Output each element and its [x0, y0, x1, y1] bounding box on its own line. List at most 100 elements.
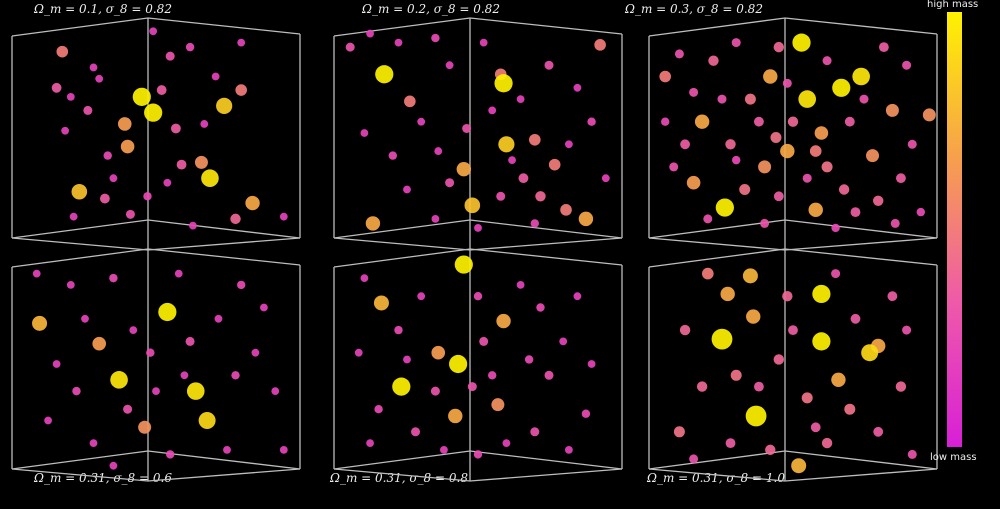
halo-point	[498, 136, 515, 153]
halo-point	[578, 211, 594, 227]
halo-point	[745, 405, 767, 427]
halo-point	[185, 336, 195, 346]
halo-point	[373, 295, 389, 311]
halo-point	[564, 445, 573, 454]
halo-point	[95, 74, 104, 83]
halo-point	[725, 438, 736, 448]
halo-point	[146, 348, 155, 357]
box-edge	[147, 248, 301, 266]
halo-point	[117, 117, 132, 131]
halo-point	[831, 223, 840, 233]
halo-point	[773, 191, 784, 202]
halo-point	[765, 444, 776, 456]
box-edge	[648, 237, 786, 251]
halo-point	[535, 191, 546, 202]
halo-point	[802, 173, 812, 183]
halo-point	[746, 309, 761, 324]
halo-point	[417, 292, 426, 301]
halo-point	[758, 160, 772, 174]
halo-point	[587, 117, 596, 126]
box-edge	[469, 219, 623, 239]
halo-point	[788, 325, 798, 335]
halo-point	[536, 303, 545, 312]
halo-point	[573, 83, 582, 92]
halo-point	[223, 445, 231, 454]
halo-point	[885, 103, 899, 117]
box-edge	[333, 17, 471, 37]
halo-point	[194, 155, 208, 169]
halo-point	[163, 178, 172, 187]
halo-point	[129, 326, 138, 334]
halo-point	[696, 381, 708, 392]
scatter-panel: Ω_m = 0.31, σ_8 = 0.8	[322, 245, 623, 485]
halo-point	[92, 336, 106, 351]
halo-point	[661, 117, 670, 126]
halo-point	[430, 386, 440, 396]
halo-point	[394, 38, 403, 47]
halo-point	[711, 328, 733, 350]
halo-point	[516, 281, 525, 289]
halo-point	[245, 195, 260, 211]
halo-point	[56, 45, 69, 58]
box-edge	[333, 468, 471, 482]
halo-point	[152, 387, 160, 396]
panel-title: Ω_m = 0.2, σ_8 = 0.82	[362, 2, 500, 16]
halo-point	[812, 284, 831, 304]
box-edge	[648, 468, 786, 482]
box-edge	[784, 450, 938, 470]
colorbar-top-label: high mass	[927, 0, 979, 10]
halo-point	[81, 314, 89, 323]
halo-point	[440, 445, 448, 454]
halo-point	[508, 156, 516, 165]
halo-point	[850, 313, 861, 324]
halo-point	[237, 280, 246, 290]
halo-point	[502, 439, 511, 447]
halo-point	[66, 281, 75, 289]
halo-point	[103, 151, 112, 160]
box-edge	[784, 237, 938, 251]
halo-point	[674, 49, 684, 59]
halo-point	[231, 371, 240, 380]
halo-point	[780, 143, 795, 159]
halo-point	[895, 381, 907, 392]
halo-point	[754, 116, 764, 127]
box-edge	[784, 219, 938, 239]
halo-point	[456, 161, 471, 177]
halo-point	[573, 292, 582, 301]
box-edge	[147, 468, 301, 482]
halo-point	[149, 27, 158, 36]
halo-point	[488, 371, 497, 380]
halo-point	[518, 173, 529, 184]
box-edge	[784, 468, 938, 482]
halo-point	[454, 255, 473, 274]
halo-point	[201, 169, 219, 187]
halo-point	[66, 92, 75, 101]
halo-point	[822, 56, 832, 66]
halo-point	[366, 29, 374, 38]
halo-point	[744, 93, 756, 105]
halo-point	[366, 439, 374, 447]
halo-point	[403, 355, 411, 364]
halo-point	[464, 197, 481, 214]
scatter-panel: Ω_m = 0.3, σ_8 = 0.82	[625, 2, 938, 254]
halo-point	[896, 173, 906, 184]
halo-point	[52, 360, 61, 368]
halo-point	[165, 51, 175, 61]
halo-point	[732, 155, 741, 165]
halo-point	[763, 69, 778, 84]
halo-point	[689, 454, 699, 464]
panel-title: Ω_m = 0.1, σ_8 = 0.82	[34, 2, 172, 16]
halo-point	[473, 450, 483, 459]
halo-point	[388, 151, 397, 160]
halo-point	[798, 90, 816, 108]
halo-point	[866, 149, 880, 163]
halo-point	[120, 139, 135, 154]
halo-point	[844, 403, 856, 415]
halo-point	[720, 286, 735, 302]
halo-point	[138, 420, 152, 434]
halo-point	[125, 209, 135, 219]
box-edge	[648, 17, 786, 37]
halo-point	[189, 221, 197, 230]
box-edge	[147, 219, 301, 239]
box-edge	[469, 237, 623, 251]
